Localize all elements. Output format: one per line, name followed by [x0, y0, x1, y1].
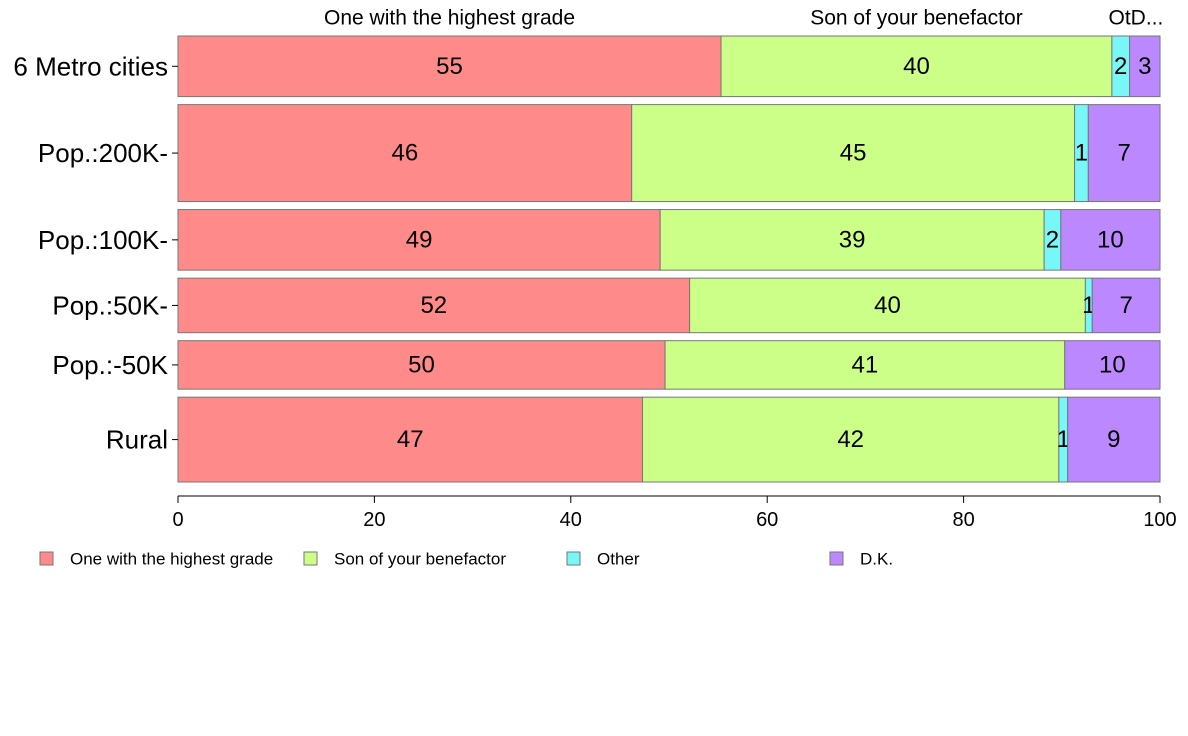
bar-segment — [177, 340, 666, 390]
bar-segment — [177, 35, 722, 98]
bar-segment — [1060, 209, 1161, 271]
y-axis: 6 Metro cities Pop.:200K- Pop.:100K- Pop.:5… — [13, 51, 178, 455]
data-label: 39 — [839, 226, 866, 253]
category-label: Pop.:50K- — [52, 290, 168, 320]
legend-swatch — [39, 551, 54, 566]
data-label: 50 — [408, 351, 435, 378]
data-label: 1 — [1057, 426, 1070, 453]
bar-segment — [631, 104, 1076, 203]
category-label: Rural — [106, 425, 168, 455]
legend-label: Other — [597, 550, 640, 569]
x-tick-label: 60 — [756, 509, 778, 531]
data-label: 40 — [903, 53, 930, 80]
data-label: 10 — [1099, 351, 1126, 378]
top-series-labels: One with the highest grade Son of your be… — [324, 7, 1163, 30]
bar-segment — [689, 277, 1086, 334]
data-label: 55 — [436, 53, 463, 80]
data-label: 40 — [874, 292, 901, 319]
data-label: 3 — [1138, 53, 1151, 80]
top-series-label: Son of your benefactor — [810, 7, 1022, 30]
legend-swatch — [829, 551, 844, 566]
bar-segment — [659, 209, 1045, 271]
x-tick-label: 40 — [560, 509, 582, 531]
top-series-label: OtD... — [1109, 7, 1164, 30]
data-label: 47 — [397, 426, 424, 453]
data-label: 7 — [1117, 140, 1130, 167]
category-label: 6 Metro cities — [13, 51, 168, 81]
bar-segment — [177, 104, 633, 203]
data-label: 45 — [840, 140, 867, 167]
bar-segment — [1091, 277, 1161, 334]
category-label: Pop.:200K- — [38, 138, 168, 168]
bar-segment — [1087, 104, 1161, 203]
data-label: 10 — [1097, 226, 1124, 253]
legend-label: Son of your benefactor — [334, 550, 506, 569]
category-label: Pop.:-50K — [52, 350, 168, 380]
top-series-label: One with the highest grade — [324, 7, 575, 30]
data-label: 2 — [1114, 53, 1127, 80]
bar-segment — [1067, 396, 1161, 483]
legend-label: D.K. — [860, 550, 893, 569]
legend-swatch — [303, 551, 318, 566]
bar-segment — [664, 340, 1066, 390]
data-label: 1 — [1075, 140, 1088, 167]
x-tick-label: 0 — [172, 509, 183, 531]
bar-segment — [641, 396, 1060, 483]
data-label: 52 — [420, 292, 447, 319]
data-label: 46 — [391, 140, 418, 167]
data-label: 7 — [1119, 292, 1132, 319]
bar-segment — [1064, 340, 1161, 390]
bar-segment — [177, 277, 691, 334]
x-tick-label: 80 — [952, 509, 974, 531]
data-label: 49 — [406, 226, 433, 253]
bar-segment — [1129, 35, 1161, 98]
data-label: 42 — [837, 426, 864, 453]
legend: One with the highest grade Son of your be… — [39, 550, 893, 569]
data-label: 2 — [1046, 226, 1059, 253]
x-tick-label: 100 — [1143, 509, 1176, 531]
legend-swatch — [566, 551, 581, 566]
data-label: 9 — [1107, 426, 1120, 453]
bar-segment — [177, 209, 661, 271]
category-label: Pop.:100K- — [38, 225, 168, 255]
legend-label: One with the highest grade — [70, 550, 273, 569]
x-axis: 0 20 40 60 80 100 — [172, 495, 1177, 531]
data-label: 41 — [852, 351, 879, 378]
bar-segment — [720, 35, 1113, 98]
x-tick-label: 20 — [363, 509, 385, 531]
bar-segment — [177, 396, 643, 483]
